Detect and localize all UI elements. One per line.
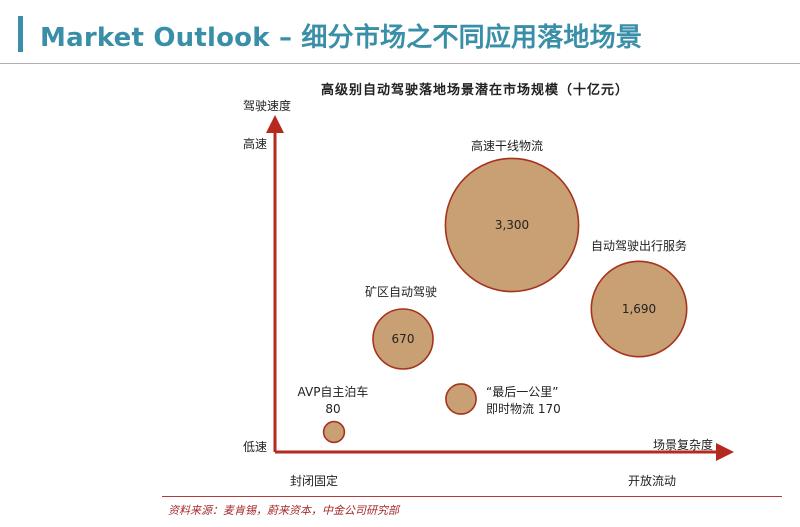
x-tick-closed: 封闭固定 bbox=[290, 473, 338, 488]
x-axis-title: 场景复杂度 bbox=[653, 437, 713, 452]
bubble bbox=[322, 420, 346, 444]
bubble-value-label: 1,690 bbox=[622, 302, 656, 316]
bubble-value-label: 80 bbox=[325, 402, 340, 416]
y-axis-title: 驾驶速度 bbox=[243, 98, 291, 113]
bubble-series: AVP自主泊车 80 矿区自动驾驶 670 “最后一公里” 即时物流 170 高速干线物流 3… bbox=[298, 138, 688, 444]
title-accent-bar bbox=[18, 16, 23, 52]
page-title: Market Outlook – 细分市场之不同应用落地场景 bbox=[40, 23, 643, 53]
bubble-label: 自动驾驶出行服务 bbox=[591, 238, 687, 253]
source-note: 资料来源：麦肯锡，蔚来资本，中金公司研究部 bbox=[168, 504, 399, 517]
bubble-label: 即时物流 170 bbox=[486, 402, 561, 416]
source-divider bbox=[162, 496, 782, 497]
y-tick-low: 低速 bbox=[243, 440, 267, 454]
chart-title: 高级别自动驾驶落地场景潜在市场规模（十亿元） bbox=[321, 82, 629, 98]
bubble-label: 高速干线物流 bbox=[471, 138, 543, 153]
bubble-label: 矿区自动驾驶 bbox=[365, 284, 437, 299]
bubble-value-label: 3,300 bbox=[495, 218, 529, 232]
bubble bbox=[445, 383, 477, 415]
bubble-value-label: 670 bbox=[392, 332, 415, 346]
bubble bbox=[590, 260, 688, 358]
bubble-label: “最后一公里” bbox=[486, 385, 558, 399]
title-divider bbox=[0, 63, 800, 64]
y-tick-high: 高速 bbox=[243, 136, 267, 151]
bubble bbox=[444, 157, 580, 293]
bubble bbox=[372, 308, 434, 370]
x-tick-open: 开放流动 bbox=[628, 473, 676, 488]
bubble-label: AVP自主泊车 bbox=[298, 384, 369, 399]
